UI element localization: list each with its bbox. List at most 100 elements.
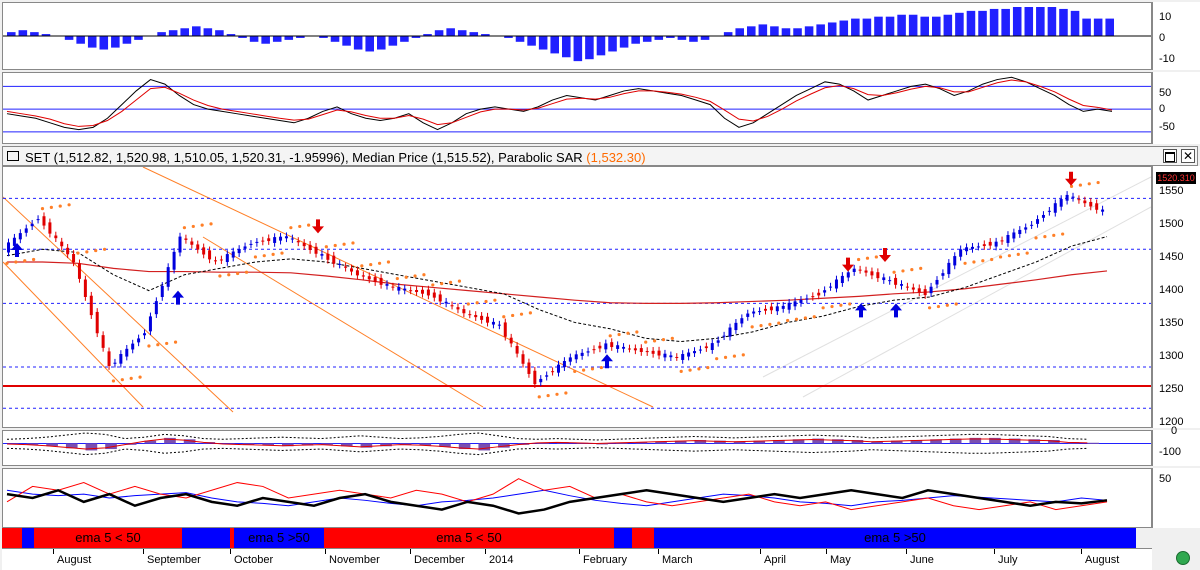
- buy-arrow-icon: [890, 303, 902, 318]
- histogram-pane[interactable]: [2, 2, 1152, 70]
- histogram-bar: [41, 34, 51, 36]
- sar-dot: [786, 318, 790, 323]
- bottom-oscillator-plot: [6, 478, 1108, 515]
- histogram-bar: [192, 26, 201, 36]
- macd-bar: [635, 442, 648, 444]
- close-icon[interactable]: ✕: [1181, 149, 1195, 163]
- candle-body: [432, 292, 436, 298]
- candle-body: [604, 343, 608, 350]
- candle-body: [290, 238, 294, 240]
- histogram-bar: [596, 36, 606, 56]
- maximize-icon[interactable]: [1163, 149, 1177, 163]
- sar-dot: [156, 343, 160, 347]
- candle-body: [143, 333, 147, 336]
- strip-segment: [632, 528, 654, 548]
- macd-bar: [85, 443, 98, 451]
- sar-dot: [848, 302, 852, 306]
- sar-dot: [759, 324, 763, 328]
- sar-dot: [688, 368, 692, 372]
- axis-tick-label: 1300: [1159, 350, 1184, 362]
- candle-body: [687, 352, 691, 357]
- candle-body: [202, 247, 206, 255]
- macd-bar: [262, 443, 274, 446]
- histogram-bar: [226, 34, 236, 36]
- sar-dot: [191, 224, 195, 229]
- macd-bar: [871, 441, 883, 444]
- sar-dot: [936, 304, 941, 309]
- candle-body: [598, 345, 602, 349]
- candle-body: [95, 311, 99, 334]
- price-pane[interactable]: [2, 166, 1152, 428]
- candle-body: [752, 311, 756, 314]
- macd-bar: [615, 442, 628, 444]
- sar-dot: [803, 316, 807, 320]
- candle-body: [314, 246, 318, 254]
- candle-body: [107, 351, 111, 366]
- histogram-bar: [457, 30, 467, 36]
- histogram-bar: [1059, 8, 1068, 36]
- histogram-bar: [87, 36, 97, 48]
- macd-bar: [458, 443, 471, 450]
- axis-tick-label: 1200: [1159, 416, 1184, 428]
- axis-tick-label: 1500: [1159, 218, 1184, 230]
- histogram-bar: [388, 36, 398, 46]
- histogram-bar: [585, 36, 594, 60]
- sar-dot: [963, 261, 967, 265]
- candle-body: [497, 324, 501, 326]
- bottom-oscillator-pane[interactable]: [2, 468, 1152, 528]
- candle-body: [279, 236, 283, 241]
- candle-body: [1089, 201, 1093, 207]
- histogram-bar: [654, 36, 664, 40]
- candle-body: [36, 219, 40, 221]
- histogram-bar: [238, 36, 247, 38]
- candle-body: [639, 348, 643, 353]
- histogram-bar: [897, 14, 906, 36]
- histogram-bar: [515, 36, 525, 42]
- oscillator-pane[interactable]: [2, 72, 1152, 144]
- sar-dot: [165, 341, 169, 346]
- histogram-bar: [203, 28, 213, 36]
- candle-body: [515, 345, 519, 354]
- histogram-bar: [7, 32, 16, 36]
- candle-body: [409, 290, 413, 292]
- sar-dot: [431, 283, 435, 287]
- candle-body: [616, 345, 620, 349]
- candle-body: [823, 290, 827, 293]
- histogram-bar: [943, 14, 953, 36]
- sar-dot: [661, 338, 666, 342]
- candle-body: [391, 286, 395, 288]
- sar-dot: [404, 275, 408, 279]
- date-axis: August September October November December 20…: [2, 548, 1152, 570]
- candle-body: [970, 246, 974, 249]
- candle-body: [923, 289, 927, 296]
- macd-bar: [164, 437, 176, 444]
- sar-dot: [422, 273, 426, 277]
- sar-dot: [67, 203, 71, 207]
- sar-dot: [945, 303, 949, 307]
- sar-dot: [200, 223, 204, 227]
- sar-dot: [794, 317, 799, 321]
- candle-body: [355, 270, 359, 276]
- histogram-bar: [99, 36, 109, 50]
- candle-body: [657, 350, 661, 356]
- macd-bar: [183, 439, 196, 444]
- candle-body: [1059, 199, 1063, 207]
- sar-dot: [218, 274, 222, 278]
- candle-body: [190, 241, 194, 245]
- sar-dot: [901, 269, 905, 273]
- macd-pane[interactable]: [2, 430, 1152, 466]
- strip-segment: [22, 528, 34, 548]
- last-price-badge: 1520.310: [1156, 172, 1196, 184]
- candle-body: [166, 267, 170, 287]
- candle-body: [249, 243, 253, 245]
- sar-dot: [1078, 183, 1082, 187]
- sar-dot: [1061, 232, 1065, 236]
- sar-dot: [182, 226, 187, 230]
- histogram-bar: [30, 32, 39, 36]
- buy-arrow-icon: [855, 303, 867, 318]
- buy-arrow-icon: [11, 242, 23, 257]
- histogram-bar: [723, 32, 733, 36]
- sell-arrow-icon: [312, 219, 324, 234]
- chart-window-icon: [7, 151, 19, 161]
- sar-dot: [617, 332, 621, 337]
